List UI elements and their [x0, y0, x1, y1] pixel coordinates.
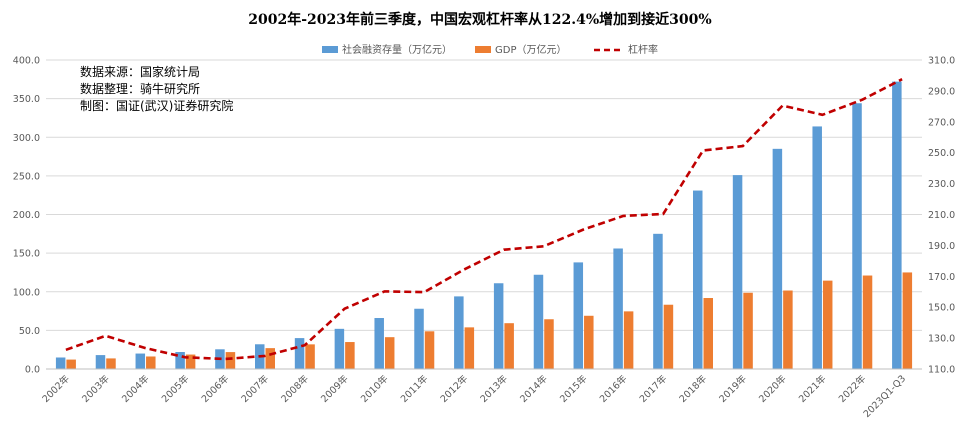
bar-financing-stock [494, 283, 504, 369]
x-tick-label: 2010年 [358, 372, 391, 405]
x-tick-label: 2003年 [80, 372, 113, 405]
y-left-tick-label: 50.0 [19, 326, 40, 337]
x-tick-label: 2017年 [637, 372, 670, 405]
x-tick-label: 2002年 [40, 372, 73, 405]
bar-gdp [266, 348, 276, 369]
legend-swatch-financing [322, 46, 338, 53]
bar-financing-stock [693, 191, 703, 369]
y-left-tick-label: 150.0 [13, 249, 40, 260]
x-tick-label: 2019年 [717, 372, 750, 405]
bar-financing-stock [852, 103, 862, 369]
legend-swatch-gdp [475, 46, 491, 53]
bar-gdp [704, 298, 714, 369]
bar-financing-stock [374, 318, 384, 369]
y-left-tick-label: 0.0 [25, 365, 40, 376]
bar-financing-stock [574, 262, 584, 369]
bar-financing-stock [613, 248, 623, 369]
y-right-tick-label: 290.0 [928, 86, 955, 97]
legend-label-gdp: GDP（万亿元） [495, 43, 566, 56]
y-right-tick-label: 150.0 [928, 303, 955, 314]
bar-gdp [305, 344, 315, 369]
bar-gdp [66, 360, 76, 369]
chart-title: 2002年-2023年前三季度，中国宏观杠杆率从122.4%增加到接近300% [248, 11, 711, 28]
x-tick-label: 2022年 [836, 372, 869, 405]
y-right-tick-label: 230.0 [928, 179, 955, 190]
bar-gdp [345, 342, 355, 369]
bar-financing-stock [136, 354, 146, 369]
bar-marks [56, 82, 912, 369]
y-left-tick-label: 300.0 [13, 133, 40, 144]
bar-financing-stock [56, 357, 65, 369]
bar-financing-stock [295, 338, 305, 369]
bar-gdp [863, 276, 873, 369]
bar-gdp [504, 323, 513, 369]
bar-gdp [146, 356, 156, 369]
y-right-tick-label: 110.0 [928, 365, 955, 376]
x-tick-label: 2018年 [677, 372, 710, 405]
y-left-tick-label: 100.0 [13, 287, 40, 298]
bar-financing-stock [733, 175, 743, 369]
x-tick-label: 2016年 [597, 372, 630, 405]
source-notes: 数据来源：国家统计局 数据整理：骑牛研究所 制图：国证(武汉)证券研究院 [80, 64, 233, 113]
y-right-tick-label: 190.0 [928, 241, 955, 252]
y-right-tick-label: 130.0 [928, 334, 955, 345]
x-tick-label: 2005年 [159, 372, 192, 405]
x-tick-label: 2014年 [518, 372, 551, 405]
y-left-tick-label: 200.0 [13, 210, 40, 221]
bar-gdp [664, 305, 674, 369]
bar-financing-stock [812, 126, 822, 369]
bar-gdp [783, 291, 793, 369]
y-left-tick-label: 400.0 [13, 56, 40, 67]
x-tick-label: 2015年 [557, 372, 590, 405]
y-right-tick-label: 210.0 [928, 210, 955, 221]
legend-label-financing: 社会融资存量（万亿元） [342, 43, 452, 56]
bar-gdp [226, 352, 236, 369]
x-tick-label: 2023Q1-Q3 [862, 373, 909, 420]
bar-financing-stock [96, 355, 106, 369]
bar-financing-stock [892, 82, 902, 369]
y-axis-right: 110.0 130.0 150.0 170.0 190.0 210.0 230.0 250.0… [928, 56, 955, 376]
bar-financing-stock [414, 309, 424, 369]
x-tick-label: 2013年 [478, 372, 511, 405]
y-right-tick-label: 270.0 [928, 117, 955, 128]
x-tick-label: 2004年 [119, 372, 152, 405]
bar-gdp [465, 327, 475, 369]
y-left-tick-label: 250.0 [13, 171, 40, 182]
x-tick-label: 2020年 [756, 372, 789, 405]
bar-gdp [106, 358, 116, 369]
x-tick-label: 2008年 [279, 372, 312, 405]
bar-gdp [743, 293, 753, 369]
bar-gdp [544, 319, 554, 369]
y-right-tick-label: 250.0 [928, 148, 955, 159]
x-tick-label: 2007年 [239, 372, 272, 405]
bar-gdp [425, 331, 435, 369]
bar-gdp [823, 281, 833, 369]
y-left-tick-label: 350.0 [13, 94, 40, 105]
note-organizer: 数据整理：骑牛研究所 [80, 81, 200, 96]
note-source: 数据来源：国家统计局 [80, 64, 200, 79]
bar-financing-stock [335, 329, 345, 369]
x-tick-label: 2009年 [318, 372, 351, 405]
note-producer: 制图：国证(武汉)证券研究院 [80, 98, 233, 113]
bar-financing-stock [773, 149, 783, 369]
y-right-tick-label: 170.0 [928, 272, 955, 283]
bar-gdp [385, 337, 395, 369]
y-axis-left: 0.0 50.0 100.0 150.0 200.0 250.0 300.0 350.0 400… [13, 56, 40, 376]
x-tick-label: 2021年 [796, 372, 829, 405]
legend: 社会融资存量（万亿元） GDP（万亿元） 杠杆率 [322, 43, 658, 56]
bar-gdp [903, 272, 913, 369]
x-tick-label: 2012年 [438, 372, 471, 405]
x-tick-label: 2006年 [199, 372, 232, 405]
bar-financing-stock [454, 296, 464, 369]
x-tick-label: 2011年 [398, 372, 431, 405]
bar-financing-stock [534, 275, 544, 369]
bar-gdp [624, 311, 634, 369]
bar-financing-stock [653, 234, 663, 369]
bar-gdp [584, 316, 594, 369]
y-right-tick-label: 310.0 [928, 56, 955, 67]
legend-label-leverage: 杠杆率 [628, 43, 658, 56]
